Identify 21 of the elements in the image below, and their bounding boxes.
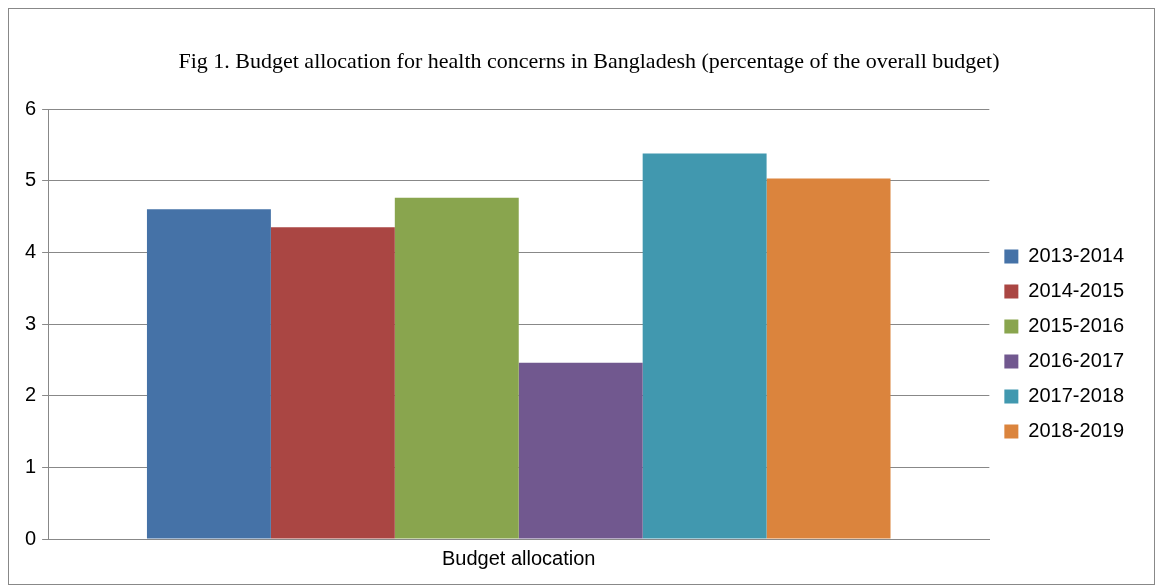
y-tick-label: 0 xyxy=(25,526,37,549)
y-tick-label: 5 xyxy=(25,168,37,191)
bar xyxy=(394,197,519,539)
y-tick-label: 1 xyxy=(25,454,37,477)
legend-label: 2016-2017 xyxy=(1028,349,1125,372)
x-tick-label: Budget allocation xyxy=(442,546,596,569)
legend-label: 2015-2016 xyxy=(1028,314,1125,337)
y-tick-label: 2 xyxy=(25,383,37,406)
legend-label: 2014-2015 xyxy=(1028,279,1125,302)
bar xyxy=(642,153,767,539)
y-tick-label: 6 xyxy=(25,96,37,119)
chart-title: Fig 1. Budget allocation for health concerns in Bangladesh (percentage of the overall budget) xyxy=(177,47,1001,74)
legend-label: 2018-2019 xyxy=(1028,419,1125,442)
bar xyxy=(146,209,271,539)
bar xyxy=(270,227,395,539)
legend-label: 2017-2018 xyxy=(1028,384,1125,407)
bar xyxy=(766,178,891,539)
bar xyxy=(518,362,643,539)
y-tick-label: 3 xyxy=(25,311,37,334)
legend-label: 2013-2014 xyxy=(1028,244,1125,267)
y-tick-label: 4 xyxy=(25,239,37,262)
